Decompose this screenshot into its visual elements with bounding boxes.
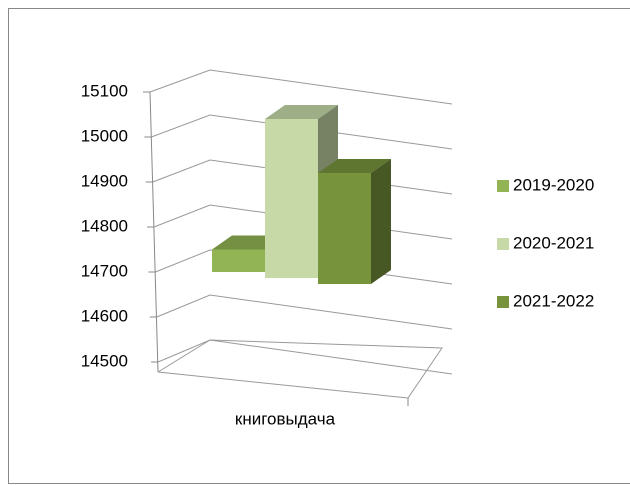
floor xyxy=(157,339,443,399)
y-tick-label: 15100 xyxy=(81,81,128,100)
legend-swatch xyxy=(497,238,509,250)
bar-top xyxy=(318,159,391,173)
legend-label: 2020-2021 xyxy=(513,233,594,252)
y-tick-label: 14800 xyxy=(81,216,128,235)
grid-line xyxy=(156,294,453,330)
legend-label: 2021-2022 xyxy=(513,291,594,310)
legend-swatch xyxy=(497,180,509,192)
legend-label: 2019-2020 xyxy=(513,175,594,194)
y-axis xyxy=(149,91,159,373)
grid-line xyxy=(151,114,453,150)
bar-side xyxy=(371,159,391,284)
bar-top xyxy=(265,105,338,119)
y-tick-label: 15000 xyxy=(81,126,128,145)
y-tick-label: 14500 xyxy=(81,351,128,370)
legend-swatch xyxy=(497,296,509,308)
bar xyxy=(318,173,371,284)
x-tick-label: книговыдача xyxy=(235,409,336,428)
grid-line xyxy=(149,69,453,105)
bar xyxy=(212,249,265,272)
y-tick-label: 14600 xyxy=(81,306,128,325)
y-tick-label: 14700 xyxy=(81,261,128,280)
y-tick-label: 14900 xyxy=(81,171,128,190)
bar xyxy=(265,119,318,278)
